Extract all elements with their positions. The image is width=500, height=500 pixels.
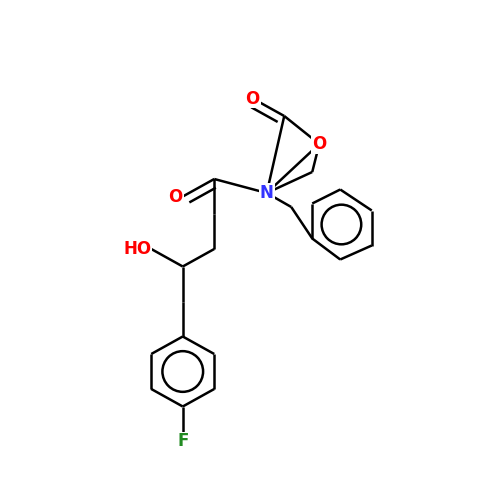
- Text: O: O: [312, 135, 326, 153]
- Text: O: O: [246, 90, 260, 108]
- Text: O: O: [168, 188, 183, 206]
- Text: HO: HO: [123, 240, 151, 258]
- Text: F: F: [177, 432, 188, 450]
- Text: N: N: [260, 184, 274, 202]
